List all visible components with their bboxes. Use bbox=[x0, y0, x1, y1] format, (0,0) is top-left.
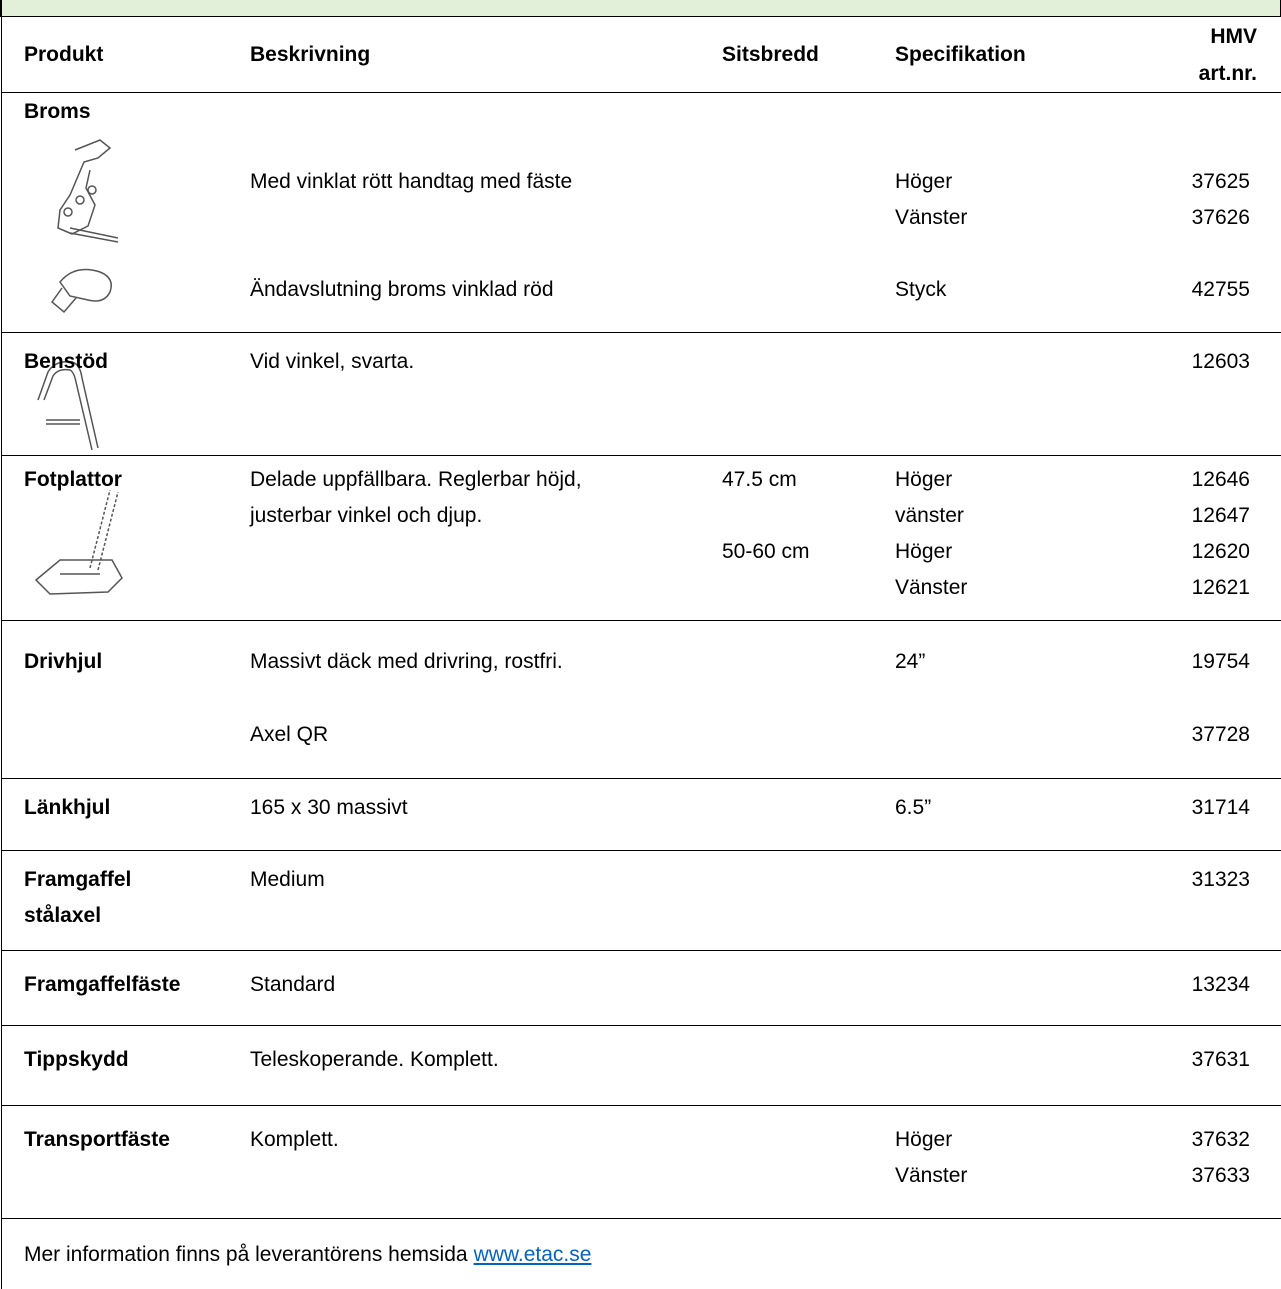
article-number: 31323 bbox=[1191, 868, 1250, 891]
article-number: 42755 bbox=[1191, 278, 1250, 301]
article-number: 37728 bbox=[1191, 723, 1250, 746]
row-divider bbox=[2, 92, 1281, 93]
description: Med vinklat rött handtag med fäste bbox=[250, 170, 573, 193]
article-number: 12620 bbox=[1191, 540, 1250, 563]
row-divider bbox=[2, 1218, 1281, 1219]
product: Drivhjul bbox=[24, 650, 103, 673]
row-divider bbox=[2, 332, 1281, 333]
article-number: 37631 bbox=[1191, 1048, 1250, 1071]
product: Framgaffel bbox=[24, 868, 132, 891]
specification: Höger bbox=[895, 1128, 953, 1151]
left-border bbox=[1, 0, 2, 1289]
footer-text: Mer information finns på leverantörens h… bbox=[24, 1243, 468, 1266]
description: Ändavslutning broms vinklad röd bbox=[250, 278, 554, 301]
row-divider bbox=[2, 950, 1281, 951]
article-number: 37633 bbox=[1191, 1164, 1250, 1187]
description: Medium bbox=[250, 868, 325, 891]
specification: Styck bbox=[895, 278, 947, 301]
footer: Mer information finns på leverantörens h… bbox=[24, 1242, 591, 1268]
row-divider bbox=[2, 620, 1281, 621]
column-header: Produkt bbox=[24, 43, 104, 66]
product: stålaxel bbox=[24, 904, 102, 927]
row-divider bbox=[2, 850, 1281, 851]
specification: Vänster bbox=[895, 576, 968, 599]
seat-width: 47.5 cm bbox=[722, 468, 797, 491]
product: Länkhjul bbox=[24, 796, 111, 819]
description: Delade uppfällbara. Reglerbar höjd, bbox=[250, 468, 582, 491]
column-header: Sitsbredd bbox=[722, 43, 819, 66]
product: Framgaffelfäste bbox=[24, 973, 181, 996]
row-divider bbox=[2, 1105, 1281, 1106]
legrest-image bbox=[37, 360, 99, 451]
description: 165 x 30 massivt bbox=[250, 796, 408, 819]
description: Massivt däck med drivring, rostfri. bbox=[250, 650, 563, 673]
description: Vid vinkel, svarta. bbox=[250, 350, 415, 373]
article-number: 19754 bbox=[1191, 650, 1250, 673]
description: Axel QR bbox=[250, 723, 329, 746]
seat-width: 50-60 cm bbox=[722, 540, 810, 563]
product: Fotplattor bbox=[24, 468, 122, 491]
specification: Vänster bbox=[895, 1164, 968, 1187]
article-number: 31714 bbox=[1191, 796, 1250, 819]
specification: Höger bbox=[895, 170, 953, 193]
specification: 24” bbox=[895, 650, 926, 673]
website-link[interactable]: www.etac.se bbox=[473, 1243, 592, 1266]
description: Teleskoperande. Komplett. bbox=[250, 1048, 499, 1071]
description: Standard bbox=[250, 973, 336, 996]
product: Broms bbox=[24, 100, 91, 123]
brake-end-image bbox=[50, 268, 112, 314]
article-number: 37626 bbox=[1191, 206, 1250, 229]
specification: Höger bbox=[895, 468, 953, 491]
article-number: 12621 bbox=[1191, 576, 1250, 599]
column-header: Beskrivning bbox=[250, 43, 371, 66]
specification: vänster bbox=[895, 504, 964, 527]
product: Tippskydd bbox=[24, 1048, 129, 1071]
article-number: 37625 bbox=[1191, 170, 1250, 193]
row-divider bbox=[2, 455, 1281, 456]
footplate-image bbox=[34, 489, 123, 595]
product: Transportfäste bbox=[24, 1128, 170, 1151]
article-number: 12646 bbox=[1191, 468, 1250, 491]
row-divider bbox=[2, 1025, 1281, 1026]
column-header: HMV art.nr. bbox=[1198, 25, 1257, 85]
specification: Vänster bbox=[895, 206, 968, 229]
specification: Höger bbox=[895, 540, 953, 563]
specification: 6.5” bbox=[895, 796, 932, 819]
row-divider bbox=[2, 778, 1281, 779]
article-number: 12647 bbox=[1191, 504, 1250, 527]
article-number: 37632 bbox=[1191, 1128, 1250, 1151]
product: Benstöd bbox=[24, 350, 108, 373]
brake-lever-image bbox=[57, 139, 119, 243]
description: justerbar vinkel och djup. bbox=[250, 504, 483, 527]
description: Komplett. bbox=[250, 1128, 339, 1151]
article-number: 13234 bbox=[1191, 973, 1250, 996]
column-header: Specifikation bbox=[895, 43, 1026, 66]
article-number: 12603 bbox=[1191, 350, 1250, 373]
